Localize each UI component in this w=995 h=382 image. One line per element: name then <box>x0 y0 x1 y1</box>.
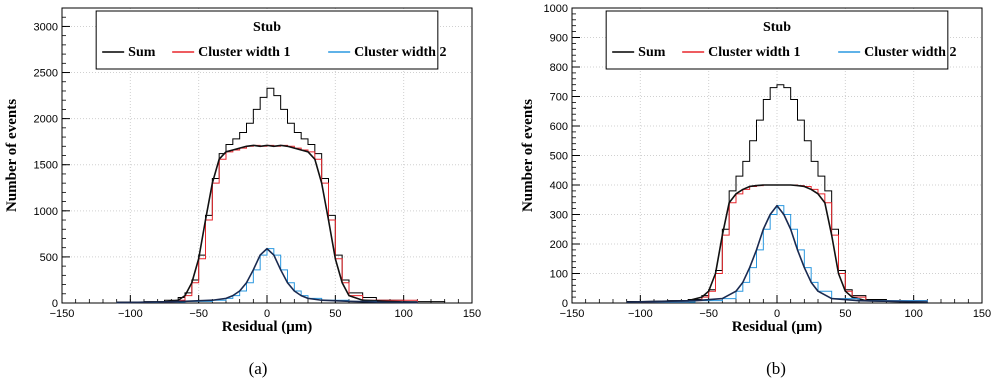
series-2-fit <box>116 144 418 304</box>
x-tick-label: −150 <box>560 308 585 320</box>
x-axis-label: Residual (μm) <box>732 319 823 335</box>
series-3-fit <box>116 247 418 304</box>
legend-entry-3: Cluster width 2 <box>864 45 956 60</box>
y-tick-label: 1000 <box>34 206 58 218</box>
x-tick-label: 0 <box>774 308 780 320</box>
y-tick-label: 500 <box>40 252 58 264</box>
y-tick-label: 100 <box>550 269 568 281</box>
legend-entry-3: Cluster width 2 <box>354 45 446 60</box>
x-tick-label: −100 <box>118 308 143 320</box>
x-tick-label: 150 <box>973 308 991 320</box>
y-tick-label: 3000 <box>34 21 58 33</box>
legend-entry-2: Cluster width 1 <box>708 45 800 60</box>
y-tick-label: 2500 <box>34 68 58 80</box>
legend-entry-1: Sum <box>638 45 666 60</box>
y-tick-label: 600 <box>550 121 568 133</box>
y-tick-label: 0 <box>562 298 568 310</box>
series-2-fit <box>626 184 928 303</box>
x-tick-label: −50 <box>699 308 718 320</box>
y-tick-label: 1500 <box>34 160 58 172</box>
x-tick-label: 50 <box>839 308 851 320</box>
y-axis-label: Number of events <box>520 99 536 212</box>
y-tick-label: 700 <box>550 92 568 104</box>
y-tick-label: 800 <box>550 62 568 74</box>
y-tick-label: 1000 <box>544 3 568 15</box>
x-axis-label: Residual (μm) <box>222 319 313 335</box>
x-tick-label: 100 <box>904 308 922 320</box>
x-tick-label: 50 <box>329 308 341 320</box>
y-axis-label: Number of events <box>4 99 20 212</box>
legend-box <box>95 10 439 70</box>
panel-caption: (a) <box>249 359 268 378</box>
legend-entry-2: Cluster width 1 <box>198 45 290 60</box>
legend-title: Stub <box>763 20 791 35</box>
y-tick-label: 500 <box>550 151 568 163</box>
x-tick-label: 150 <box>463 308 481 320</box>
legend-entry-1: Sum <box>128 45 156 60</box>
y-tick-label: 400 <box>550 180 568 192</box>
y-tick-label: 2000 <box>34 114 58 126</box>
y-tick-label: 900 <box>550 33 568 45</box>
legend-title: Stub <box>253 20 281 35</box>
x-tick-label: 0 <box>264 308 270 320</box>
legend-box <box>605 10 949 70</box>
x-tick-label: −50 <box>189 308 208 320</box>
series-2-histogram <box>116 144 418 304</box>
series-3-fit <box>626 204 928 303</box>
chart-panel-2: −150 −100 −50 0 50 100 150 0 100 200 300 400 500 600 7… <box>520 3 991 378</box>
x-tick-label: −100 <box>628 308 653 320</box>
y-tick-label: 0 <box>52 298 58 310</box>
y-tick-label: 300 <box>550 210 568 222</box>
x-tick-label: −150 <box>50 308 75 320</box>
chart-panel-1: −150 −100 −50 0 50 100 15005001000150020002500… <box>4 7 481 378</box>
panel-caption: (b) <box>766 359 786 378</box>
y-tick-label: 200 <box>550 239 568 251</box>
x-tick-label: 100 <box>394 308 412 320</box>
